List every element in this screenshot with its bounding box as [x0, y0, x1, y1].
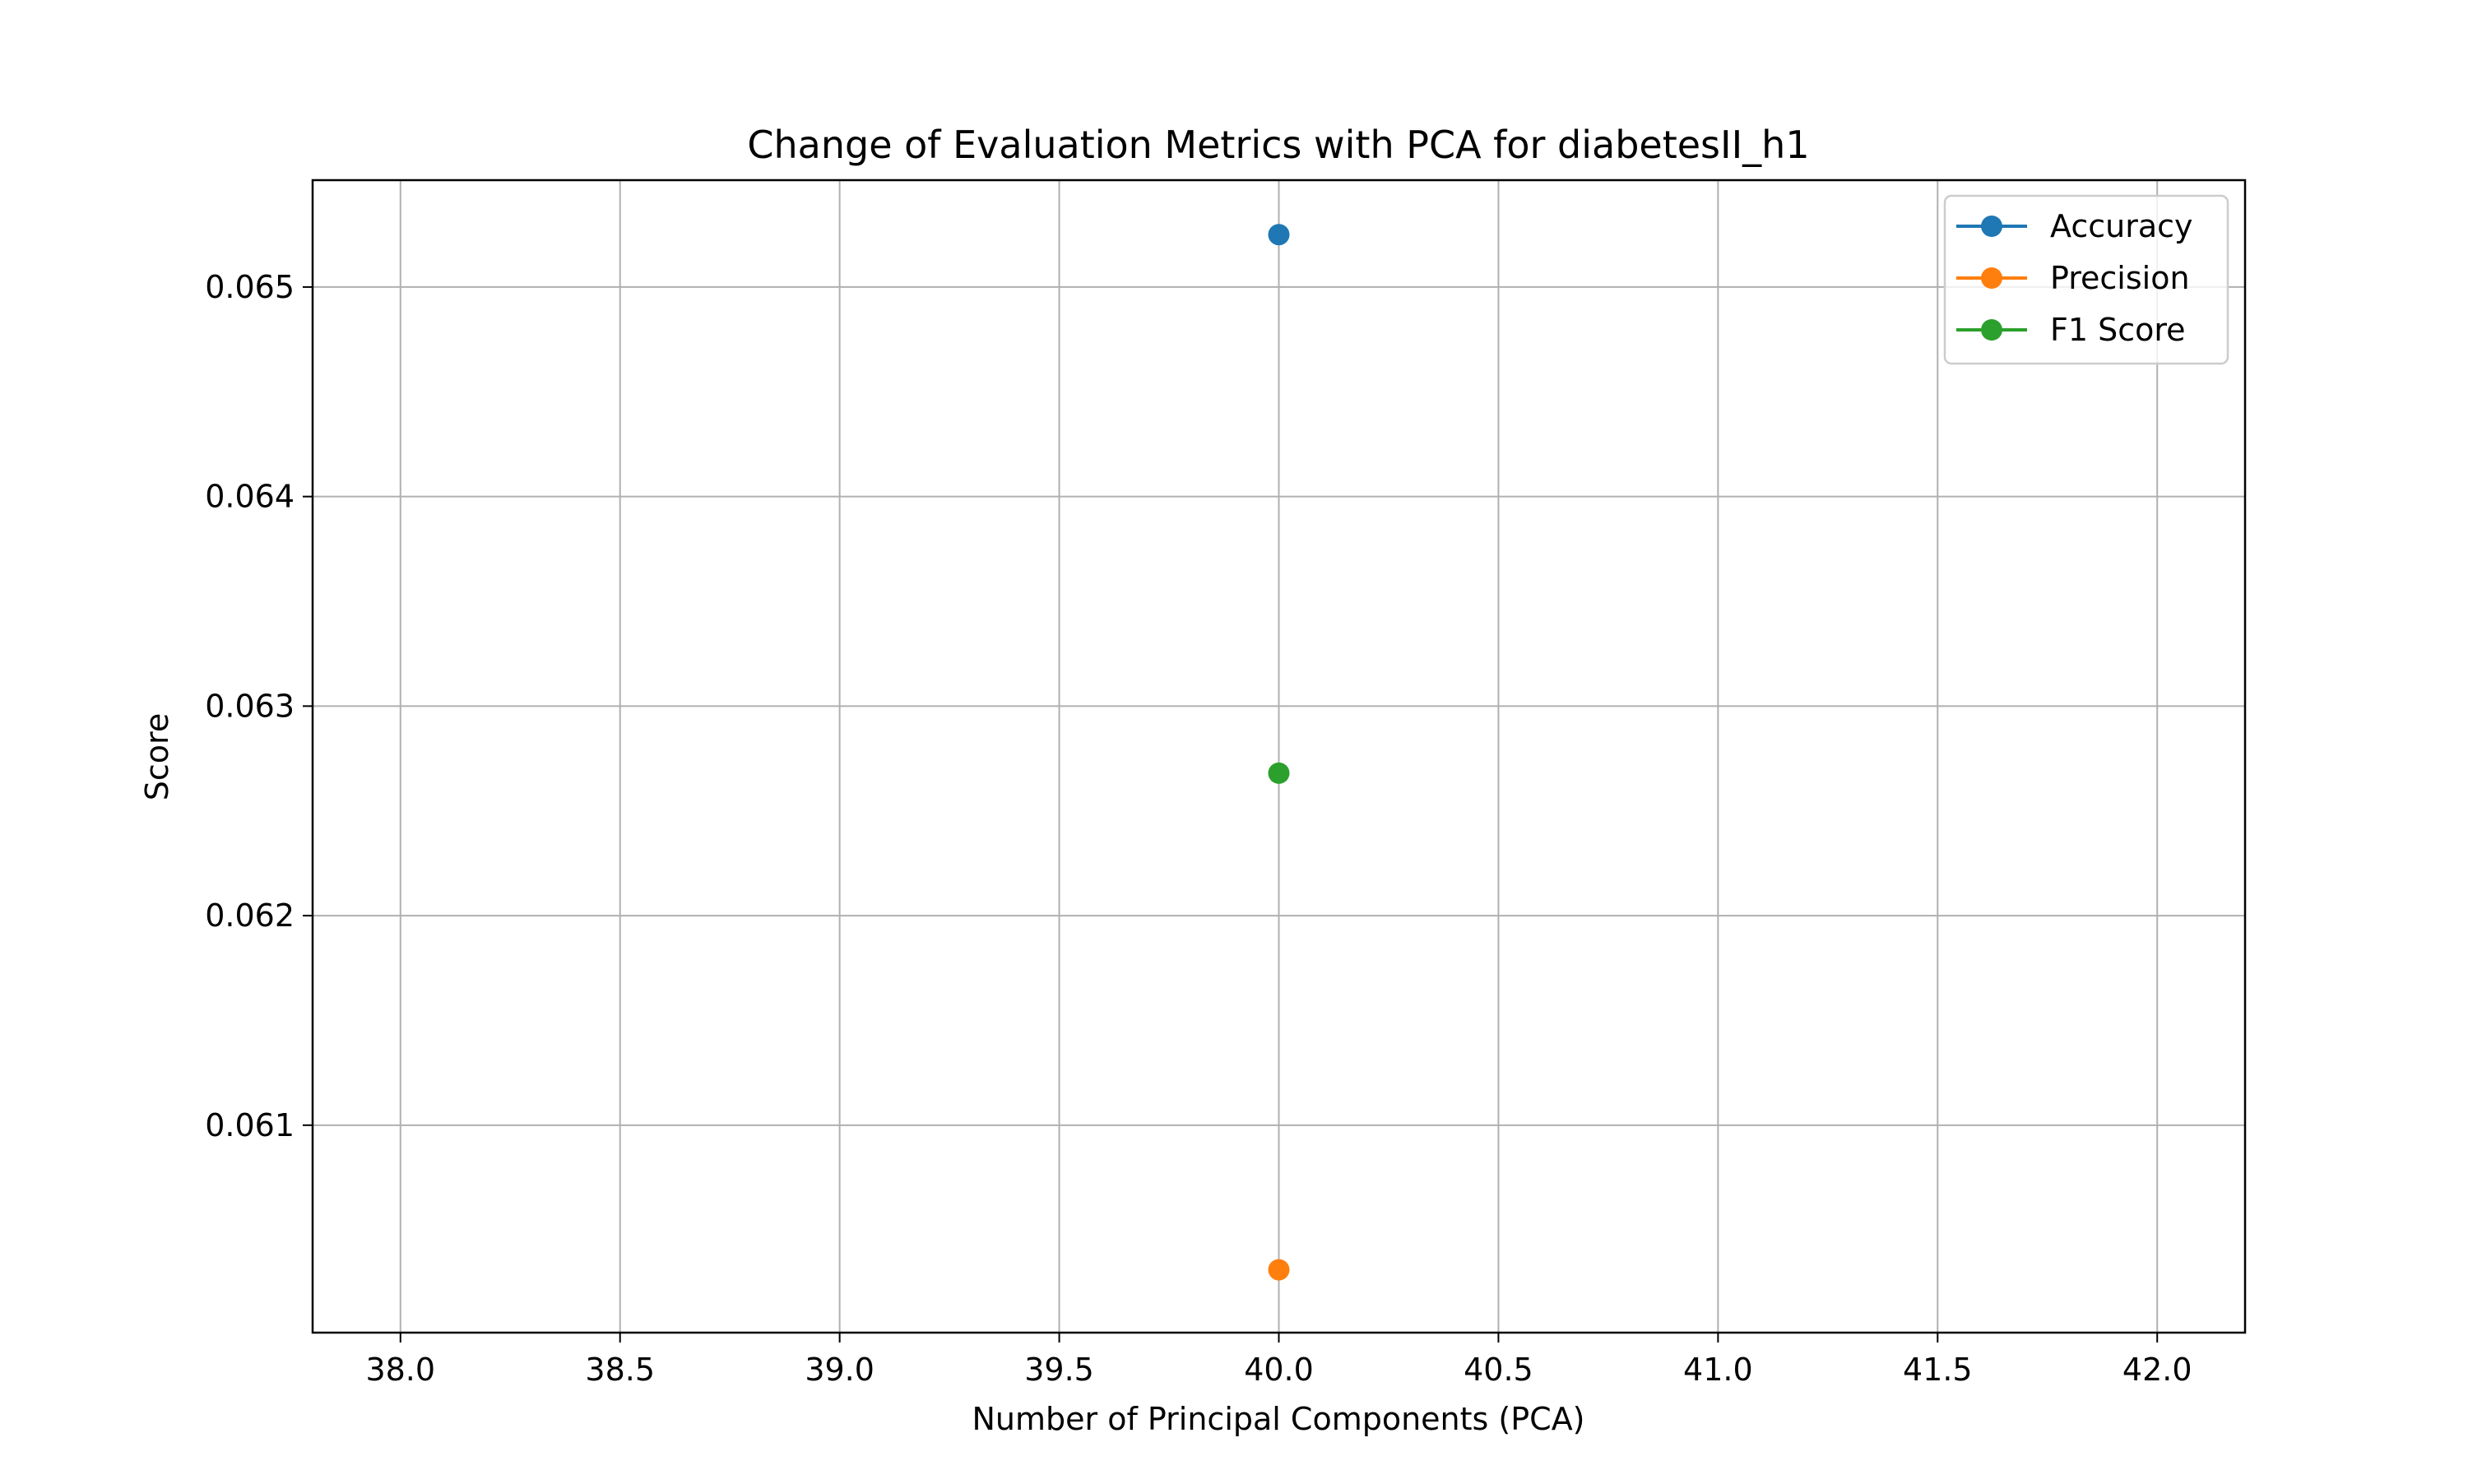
- y-tick-label: 0.061: [205, 1107, 295, 1143]
- series-layer: [1268, 224, 1290, 1281]
- x-axis-label: Number of Principal Components (PCA): [972, 1401, 1584, 1437]
- legend: Accuracy Precision F1 Score: [1943, 194, 2229, 365]
- grid-layer: [313, 180, 2245, 1333]
- y-tick-label: 0.063: [205, 688, 295, 724]
- legend-label-accuracy: Accuracy: [2050, 208, 2193, 244]
- legend-marker-accuracy: [1981, 216, 2002, 237]
- x-tick-label: 39.5: [1024, 1352, 1094, 1388]
- y-axis-label: Score: [139, 713, 175, 800]
- data-point-precision: [1268, 1259, 1290, 1281]
- x-tick-label: 42.0: [2122, 1352, 2192, 1388]
- legend-marker-f1-score: [1981, 319, 2002, 341]
- x-tick-label: 38.0: [365, 1352, 435, 1388]
- legend-label-f1-score: F1 Score: [2050, 312, 2186, 348]
- x-tick-label: 39.0: [805, 1352, 874, 1388]
- legend-entries: Accuracy Precision F1 Score: [1956, 208, 2193, 348]
- data-point-accuracy: [1268, 224, 1290, 246]
- x-tick-label: 38.5: [585, 1352, 655, 1388]
- x-tick-label: 41.5: [1903, 1352, 1973, 1388]
- y-tick-label: 0.065: [205, 269, 295, 305]
- legend-marker-precision: [1981, 267, 2002, 289]
- legend-box: [1943, 194, 2229, 365]
- chart-title: Change of Evaluation Metrics with PCA fo…: [747, 123, 1809, 167]
- legend-label-precision: Precision: [2050, 260, 2190, 296]
- x-tick-label: 40.0: [1244, 1352, 1314, 1388]
- tick-layer: 38.0 38.5 39.0 39.5 40.0 40.5 41.0 41.5 42.0 0.06…: [205, 269, 2192, 1388]
- x-tick-label: 40.5: [1464, 1352, 1533, 1388]
- y-tick-label: 0.064: [205, 479, 295, 515]
- data-point-f1-score: [1268, 762, 1290, 784]
- y-tick-label: 0.062: [205, 897, 295, 934]
- x-tick-label: 41.0: [1683, 1352, 1753, 1388]
